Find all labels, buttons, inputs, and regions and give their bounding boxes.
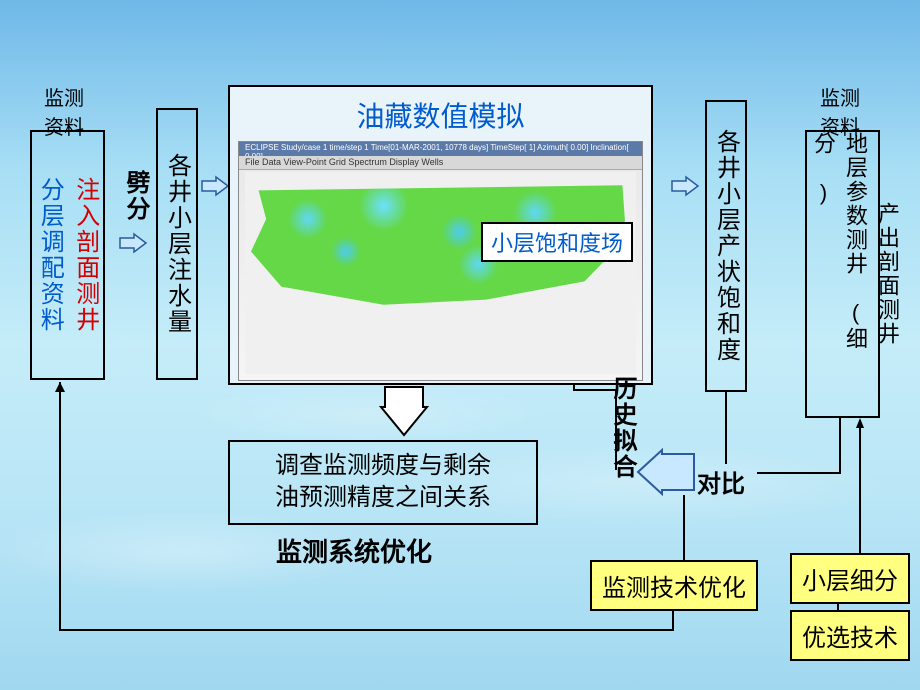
- select-tech-box: 优选技术: [790, 610, 910, 661]
- arrow-sim-to-saturation: [670, 175, 700, 197]
- line-compare-to-optimizetech: [680, 495, 688, 563]
- compare-label: 对比: [697, 464, 745, 499]
- saturation-field-badge: 小层饱和度场: [481, 222, 633, 262]
- injection-volume-text: 各井小层注水量: [160, 153, 195, 335]
- right-data-col2: 产出剖面测井: [871, 132, 903, 416]
- arrow-injection-to-sim: [200, 175, 230, 197]
- left-data-col2: 注入剖面测井: [68, 132, 104, 378]
- arrow-split: [118, 232, 148, 254]
- optimize-system-label: 监测系统优化: [276, 532, 432, 569]
- history-fit-label: 历史拟合: [605, 376, 640, 480]
- simulation-box: 油藏数值模拟 ECLIPSE Study/case 1 time/step 1 …: [228, 85, 653, 385]
- saturation-box: 各井小层产状饱和度: [705, 100, 747, 392]
- simulation-window-menubar: File Data View-Point Grid Spectrum Displ…: [239, 156, 642, 170]
- saturation-box-text: 各井小层产状饱和度: [709, 129, 744, 363]
- survey-box: 调查监测频度与剩余 油预测精度之间关系: [228, 440, 538, 525]
- line-rightdata-to-compare: [755, 418, 845, 478]
- injection-volume-box: 各井小层注水量: [156, 108, 198, 380]
- left-data-col1: 分层调配资料: [32, 132, 68, 378]
- optimize-tech-box: 监测技术优化: [590, 560, 758, 611]
- sublayer-box: 小层细分: [790, 553, 910, 604]
- line-saturation-to-compare: [724, 392, 728, 464]
- simulation-title: 油藏数值模拟: [230, 87, 651, 141]
- split-label: 劈分: [118, 170, 153, 222]
- simulation-window-titlebar: ECLIPSE Study/case 1 time/step 1 Time[01…: [239, 142, 642, 156]
- left-data-box: 分层调配资料 注入剖面测井: [30, 130, 105, 380]
- right-data-col1: 地层参数测井(细分): [807, 132, 871, 416]
- simulation-plot-area: [245, 172, 636, 374]
- right-data-box: 地层参数测井(细分) 产出剖面测井: [805, 130, 880, 418]
